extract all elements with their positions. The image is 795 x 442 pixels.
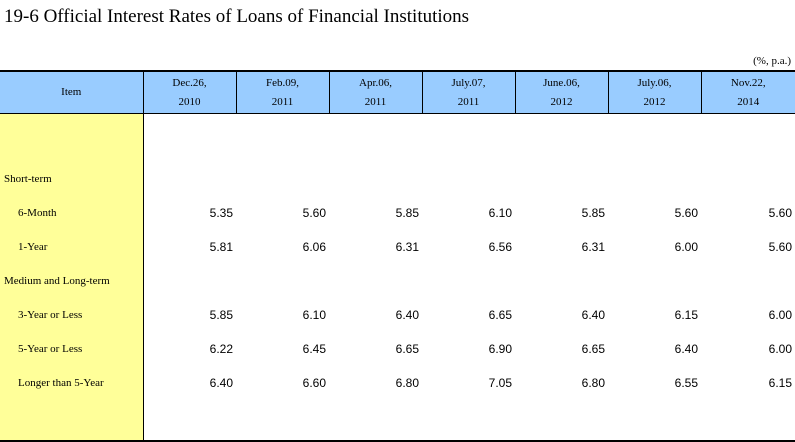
rate-cell: 6.40 xyxy=(395,308,419,322)
rate-cell: 7.05 xyxy=(488,376,512,390)
date-header-year: 2011 xyxy=(457,95,480,108)
rate-cell: 5.60 xyxy=(768,240,792,254)
rate-cell: 6.22 xyxy=(209,342,233,356)
table-row: 6-Month 5.35 5.60 5.85 6.10 5.85 5.60 5.… xyxy=(0,196,795,230)
date-header: Dec.26, 2010 xyxy=(142,70,236,114)
row-label: Longer than 5-Year xyxy=(0,366,144,400)
page-title: 19-6 Official Interest Rates of Loans of… xyxy=(4,6,470,27)
section-label-medium-long-term: Medium and Long-term xyxy=(0,264,144,298)
rate-cell: 6.40 xyxy=(209,376,233,390)
rate-cell: 6.00 xyxy=(768,342,792,356)
rate-cell: 5.60 xyxy=(674,206,698,220)
rate-cell: 6.15 xyxy=(768,376,792,390)
rate-cell: 6.65 xyxy=(488,308,512,322)
date-header-month: Apr.06, xyxy=(359,76,392,89)
bottom-row xyxy=(0,400,795,442)
rate-cell: 6.00 xyxy=(674,240,698,254)
rate-cell: 6.45 xyxy=(302,342,326,356)
rate-cell: 5.60 xyxy=(768,206,792,220)
date-header-year: 2012 xyxy=(550,95,573,108)
rate-cell: 6.55 xyxy=(674,376,698,390)
row-label: 1-Year xyxy=(0,230,144,264)
interest-rate-table: Item Dec.26, 2010 Feb.09, 2011 Apr.06, 2011… xyxy=(0,70,795,442)
row-label: 6-Month xyxy=(0,196,144,230)
row-label: 3-Year or Less xyxy=(0,298,144,332)
row-label: 5-Year or Less xyxy=(0,332,144,366)
date-header-month: June.06, xyxy=(543,76,580,89)
rate-cell: 6.10 xyxy=(302,308,326,322)
date-header: June.06, 2012 xyxy=(514,70,608,114)
rate-cell: 6.65 xyxy=(395,342,419,356)
date-header: Apr.06, 2011 xyxy=(328,70,422,114)
item-header: Item xyxy=(0,70,143,114)
rate-cell: 6.40 xyxy=(581,308,605,322)
date-header-year: 2011 xyxy=(364,95,387,108)
date-header: July.07, 2011 xyxy=(421,70,515,114)
rate-cell: 5.85 xyxy=(395,206,419,220)
rate-cell: 6.40 xyxy=(674,342,698,356)
rate-cell: 6.80 xyxy=(581,376,605,390)
date-header-year: 2010 xyxy=(178,95,201,108)
date-header: Feb.09, 2011 xyxy=(235,70,329,114)
date-header-year: 2014 xyxy=(737,95,760,108)
table-row: 3-Year or Less 5.85 6.10 6.40 6.65 6.40 … xyxy=(0,298,795,332)
rate-cell: 6.06 xyxy=(302,240,326,254)
section-row: Medium and Long-term xyxy=(0,264,795,298)
rate-cell: 6.31 xyxy=(395,240,419,254)
date-header-year: 2012 xyxy=(643,95,666,108)
date-header-month: Dec.26, xyxy=(172,76,207,89)
date-header-month: Nov.22, xyxy=(730,76,766,89)
rate-cell: 6.15 xyxy=(674,308,698,322)
rate-cell: 6.60 xyxy=(302,376,326,390)
item-cell xyxy=(0,113,144,162)
rate-cell: 6.80 xyxy=(395,376,419,390)
date-header-month: July.07, xyxy=(451,76,486,89)
date-header: July.06, 2012 xyxy=(607,70,701,114)
unit-note: (%, p.a.) xyxy=(753,55,791,67)
date-header-month: July.06, xyxy=(637,76,672,89)
rate-cell: 5.60 xyxy=(302,206,326,220)
date-header-month: Feb.09, xyxy=(266,76,299,89)
table-row: 1-Year 5.81 6.06 6.31 6.56 6.31 6.00 5.6… xyxy=(0,230,795,264)
rate-cell: 5.81 xyxy=(209,240,233,254)
section-label-short-term: Short-term xyxy=(0,162,144,196)
rate-cell: 6.90 xyxy=(488,342,512,356)
date-header-year: 2011 xyxy=(271,95,294,108)
spacer-row xyxy=(0,113,795,162)
rate-cell: 5.85 xyxy=(581,206,605,220)
table-row: Longer than 5-Year 6.40 6.60 6.80 7.05 6… xyxy=(0,366,795,400)
rate-cell: 6.31 xyxy=(581,240,605,254)
rate-cell: 6.65 xyxy=(581,342,605,356)
rate-cell: 6.56 xyxy=(488,240,512,254)
rate-cell: 5.35 xyxy=(209,206,233,220)
rate-cell: 5.85 xyxy=(209,308,233,322)
table-row: 5-Year or Less 6.22 6.45 6.65 6.90 6.65 … xyxy=(0,332,795,366)
header-row: Item Dec.26, 2010 Feb.09, 2011 Apr.06, 2011… xyxy=(0,70,795,114)
section-row: Short-term xyxy=(0,162,795,196)
rate-cell: 6.10 xyxy=(488,206,512,220)
date-header: Nov.22, 2014 xyxy=(700,70,795,114)
item-cell xyxy=(0,400,144,442)
rate-cell: 6.00 xyxy=(768,308,792,322)
